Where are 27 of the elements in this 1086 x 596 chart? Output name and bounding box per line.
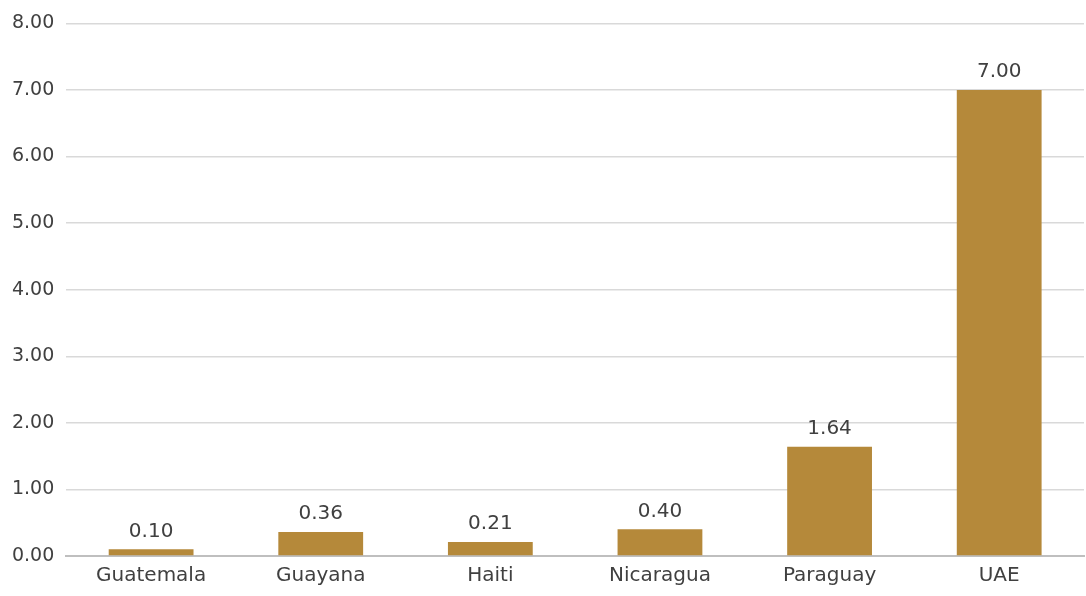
y-tick-label: 6.00	[11, 143, 55, 166]
data-label: 7.00	[976, 58, 1022, 83]
x-tick-label: Guatemala	[96, 562, 207, 587]
bar	[447, 542, 533, 556]
bar	[617, 529, 703, 556]
x-tick-label: UAE	[978, 562, 1020, 587]
bar	[108, 549, 194, 556]
x-tick-label: Paraguay	[782, 562, 877, 587]
x-tick-label: Guayana	[276, 562, 366, 587]
y-tick-label: 5.00	[11, 210, 55, 233]
data-label: 0.10	[128, 517, 174, 542]
bar	[278, 532, 364, 556]
x-tick-label: Nicaragua	[609, 562, 711, 587]
y-tick-label: 7.00	[11, 76, 55, 99]
bar	[956, 89, 1042, 556]
data-label: 1.64	[807, 415, 852, 440]
y-tick-label: 4.00	[11, 276, 55, 299]
y-tick-label: 1.00	[11, 476, 55, 499]
x-tick-label: Haiti	[467, 562, 514, 587]
y-tick-label: 3.00	[11, 343, 55, 366]
y-tick-label: 2.00	[11, 409, 55, 432]
data-label: 0.40	[637, 497, 683, 522]
data-label: 0.21	[468, 510, 513, 535]
bar	[787, 446, 872, 556]
y-tick-label: 0.00	[11, 542, 55, 565]
y-tick-label: 8.00	[11, 10, 55, 33]
data-label: 0.36	[298, 500, 343, 525]
